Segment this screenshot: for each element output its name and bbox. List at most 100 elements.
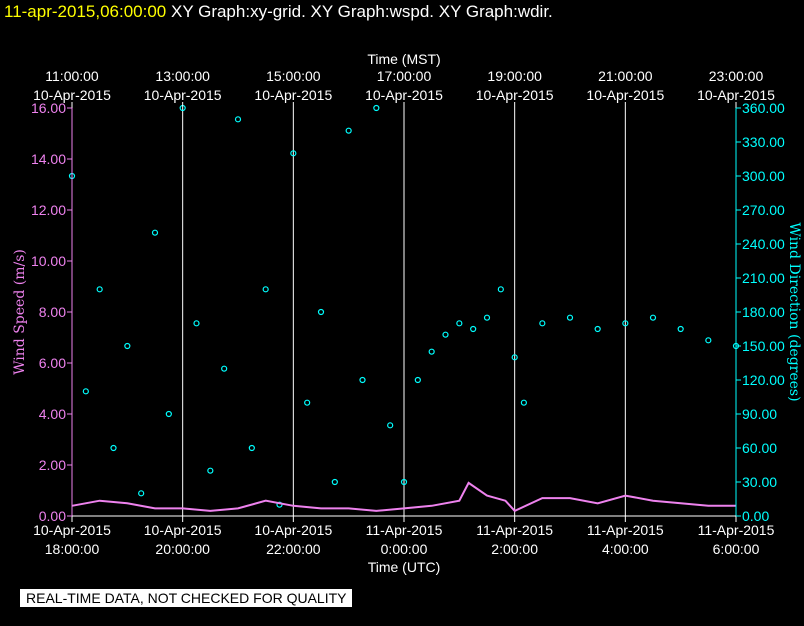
wdir-point bbox=[373, 104, 380, 112]
top-tick-label-date: 10-Apr-2015 bbox=[586, 87, 664, 103]
bottom-tick-label-time: 0:00:00 bbox=[381, 541, 428, 557]
wspd-line bbox=[71, 481, 736, 513]
wdir-point bbox=[304, 399, 311, 406]
top-tick-label-time: 23:00:00 bbox=[709, 68, 764, 84]
top-tick-label-time: 19:00:00 bbox=[487, 68, 542, 84]
right-tick-label: 240.00 bbox=[742, 236, 785, 252]
wdir-point bbox=[387, 422, 394, 429]
axis-labels-layer: 11:00:00 10-Apr-2015 13:00:00 10-Apr-2015 15… bbox=[12, 51, 802, 575]
wdir-point bbox=[82, 388, 89, 395]
top-axis-title: Time (MST) bbox=[367, 51, 440, 67]
wdir-point bbox=[566, 314, 574, 321]
right-tick-label: 330.00 bbox=[742, 134, 785, 150]
top-tick-label-date: 10-Apr-2015 bbox=[144, 87, 222, 103]
wdir-point bbox=[138, 490, 145, 497]
wdir-point bbox=[110, 444, 117, 452]
bottom-tick-label-date: 10-Apr-2015 bbox=[33, 522, 111, 538]
left-tick-label: 14.00 bbox=[31, 151, 66, 167]
right-tick-label: 120.00 bbox=[742, 372, 785, 388]
header-graph-xy-grid: XY Graph:xy-grid. bbox=[171, 2, 306, 21]
top-tick-label-date: 10-Apr-2015 bbox=[476, 87, 554, 103]
wdir-point bbox=[511, 354, 518, 361]
bottom-axis-title: Time (UTC) bbox=[368, 559, 441, 575]
quality-notice: REAL-TIME DATA, NOT CHECKED FOR QUALITY bbox=[20, 589, 353, 607]
right-tick-label: 300.00 bbox=[742, 168, 785, 184]
wdir-point bbox=[262, 286, 269, 293]
right-axis-title: Wind Direction (degrees) bbox=[786, 222, 802, 401]
wdir-point bbox=[400, 478, 408, 486]
bottom-tick-label-time: 22:00:00 bbox=[266, 541, 321, 557]
right-tick-label: 360.00 bbox=[742, 100, 785, 116]
wind-speed-series bbox=[71, 481, 736, 513]
right-tick-label: 180.00 bbox=[742, 304, 785, 320]
right-tick-label: 0.00 bbox=[742, 508, 769, 524]
wdir-point bbox=[428, 348, 435, 355]
top-tick-label-time: 11:00:00 bbox=[45, 68, 99, 84]
wdir-point bbox=[165, 410, 172, 418]
bottom-tick-label-date: 11-Apr-2015 bbox=[698, 522, 775, 538]
header-graph-wspd: XY Graph:wspd. bbox=[310, 2, 435, 21]
grid-layer bbox=[182, 108, 626, 516]
wdir-point bbox=[677, 325, 684, 333]
wdir-point bbox=[622, 320, 629, 327]
wdir-point bbox=[705, 337, 712, 344]
top-tick-label-time: 15:00:00 bbox=[266, 68, 321, 84]
wdir-point bbox=[649, 314, 657, 321]
wdir-point bbox=[470, 325, 477, 333]
wdir-point bbox=[317, 308, 325, 316]
wdir-point bbox=[331, 478, 338, 486]
left-tick-label: 12.00 bbox=[31, 202, 66, 218]
top-tick-label-date: 10-Apr-2015 bbox=[697, 87, 775, 103]
wdir-point bbox=[497, 286, 504, 293]
top-tick-label-time: 13:00:00 bbox=[155, 68, 210, 84]
wdir-point bbox=[193, 320, 200, 327]
right-tick-label: 270.00 bbox=[742, 202, 785, 218]
wdir-point bbox=[359, 376, 366, 384]
wdir-point bbox=[248, 444, 255, 452]
header-graph-wdir: XY Graph:wdir. bbox=[438, 2, 553, 21]
bottom-tick-label-date: 11-Apr-2015 bbox=[476, 522, 553, 538]
wdir-point bbox=[151, 229, 159, 236]
wdir-point bbox=[124, 342, 131, 350]
bottom-tick-label-time: 18:00:00 bbox=[45, 541, 100, 557]
right-tick-label: 150.00 bbox=[742, 338, 785, 354]
wdir-point bbox=[594, 325, 601, 333]
bottom-tick-label-time: 20:00:00 bbox=[155, 541, 210, 557]
chart-header: 11-apr-2015,06:00:00 XY Graph:xy-grid. X… bbox=[4, 2, 553, 22]
header-timestamp: 11-apr-2015,06:00:00 bbox=[4, 2, 167, 21]
left-axis-title: Wind Speed (m/s) bbox=[12, 249, 28, 375]
top-tick-label-time: 21:00:00 bbox=[598, 68, 653, 84]
bottom-tick-label-time: 6:00:00 bbox=[713, 541, 760, 557]
wdir-point bbox=[483, 314, 491, 321]
wdir-point bbox=[442, 331, 449, 338]
axes-layer bbox=[67, 102, 741, 522]
top-tick-label-date: 10-Apr-2015 bbox=[365, 87, 443, 103]
bottom-tick-label-time: 2:00:00 bbox=[491, 541, 538, 557]
wdir-point bbox=[539, 320, 546, 327]
bottom-tick-label-time: 4:00:00 bbox=[602, 541, 649, 557]
wdir-point bbox=[234, 116, 242, 123]
left-tick-label: 4.00 bbox=[39, 406, 66, 422]
right-tick-label: 90.00 bbox=[742, 406, 777, 422]
bottom-tick-label-date: 10-Apr-2015 bbox=[144, 522, 222, 538]
left-tick-label: 6.00 bbox=[39, 355, 66, 371]
top-tick-label-date: 10-Apr-2015 bbox=[33, 87, 111, 103]
bottom-tick-label-date: 10-Apr-2015 bbox=[254, 522, 332, 538]
wdir-point bbox=[290, 150, 297, 157]
wdir-point bbox=[207, 467, 214, 474]
right-tick-label: 60.00 bbox=[742, 440, 777, 456]
wdir-point bbox=[221, 365, 228, 372]
left-tick-label: 0.00 bbox=[39, 508, 66, 524]
left-tick-label: 10.00 bbox=[31, 253, 66, 269]
left-tick-label: 16.00 bbox=[31, 100, 66, 116]
left-tick-label: 2.00 bbox=[39, 457, 66, 473]
bottom-tick-label-date: 11-Apr-2015 bbox=[587, 522, 664, 538]
wdir-point bbox=[345, 127, 352, 134]
left-tick-label: 8.00 bbox=[39, 304, 66, 320]
top-tick-label-time: 17:00:00 bbox=[377, 68, 432, 84]
wdir-point bbox=[414, 376, 421, 384]
top-tick-label-date: 10-Apr-2015 bbox=[254, 87, 332, 103]
right-tick-label: 210.00 bbox=[742, 270, 785, 286]
right-tick-label: 30.00 bbox=[742, 474, 777, 490]
